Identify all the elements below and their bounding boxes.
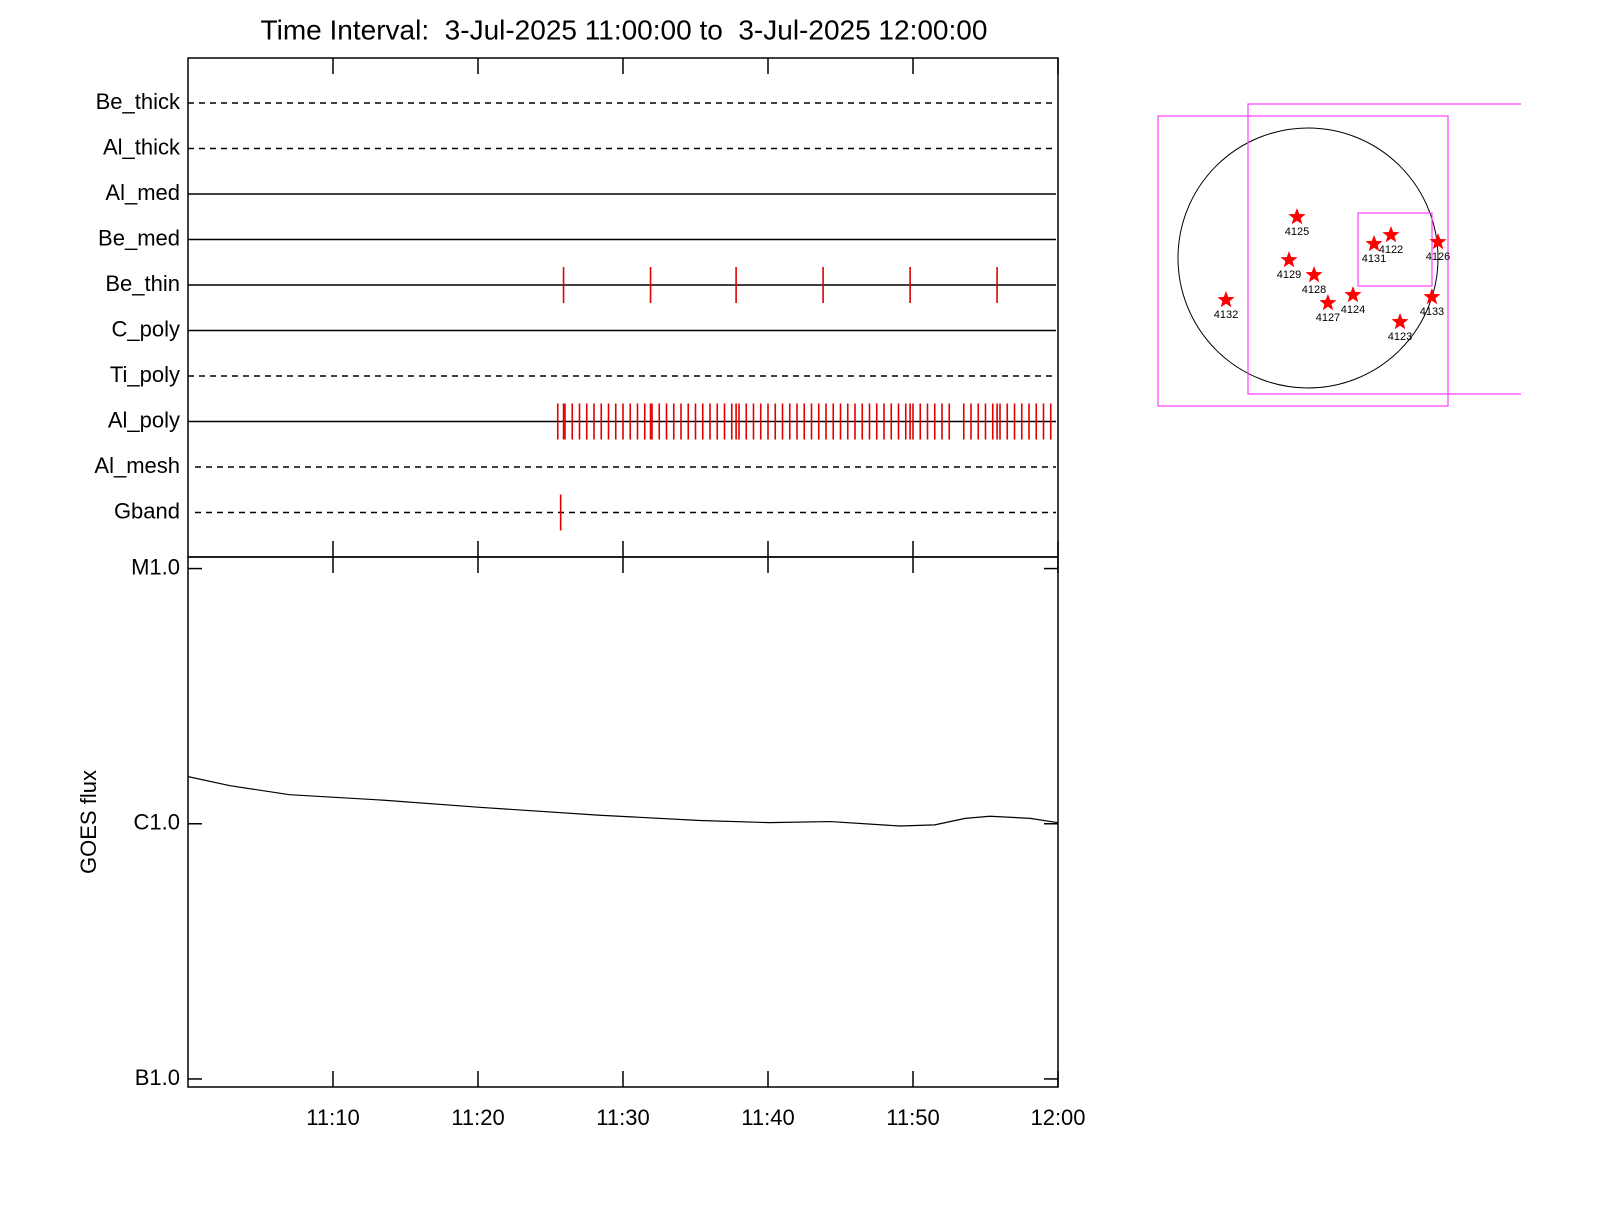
row-label: Al_thick bbox=[103, 134, 181, 159]
x-tick-label: 11:20 bbox=[451, 1105, 504, 1130]
x-tick-label: 11:30 bbox=[596, 1105, 649, 1130]
solar-disk bbox=[1177, 127, 1439, 389]
timeline-frame bbox=[187, 57, 1059, 558]
y-axis-label: GOES flux bbox=[76, 770, 101, 874]
x-tick-label: 12:00 bbox=[1030, 1105, 1085, 1130]
x-tick-label: 11:50 bbox=[886, 1105, 939, 1130]
row-label: Ti_poly bbox=[110, 362, 180, 387]
active-region bbox=[1391, 313, 1409, 330]
x-tick-label: 11:40 bbox=[741, 1105, 794, 1130]
region-label: 4122 bbox=[1379, 244, 1403, 256]
region-label: 4131 bbox=[1362, 253, 1386, 265]
fov-box bbox=[1247, 103, 1521, 395]
region-label: 4125 bbox=[1285, 226, 1309, 238]
active-region bbox=[1217, 291, 1235, 308]
row-label: Be_thin bbox=[105, 271, 180, 296]
active-region bbox=[1288, 208, 1306, 225]
fov-box bbox=[1357, 212, 1433, 287]
region-label: 4133 bbox=[1420, 306, 1444, 318]
active-region bbox=[1344, 286, 1362, 303]
active-region bbox=[1365, 235, 1383, 252]
region-label: 4128 bbox=[1302, 284, 1326, 296]
region-label: 4129 bbox=[1277, 269, 1301, 281]
y-tick-label: C1.0 bbox=[134, 810, 180, 835]
row-label: C_poly bbox=[112, 316, 180, 341]
active-region bbox=[1280, 251, 1298, 268]
row-label: Be_med bbox=[98, 225, 180, 250]
region-label: 4124 bbox=[1341, 304, 1365, 316]
figure-title: Time Interval: 3-Jul-2025 11:00:00 to 3-… bbox=[261, 14, 988, 45]
region-label: 4127 bbox=[1316, 312, 1340, 324]
y-tick-label: M1.0 bbox=[131, 554, 180, 579]
active-region bbox=[1429, 233, 1447, 250]
row-label: Gband bbox=[114, 498, 180, 523]
active-region bbox=[1382, 226, 1400, 243]
row-label: Al_poly bbox=[108, 407, 180, 432]
row-label: Be_thick bbox=[96, 89, 181, 114]
region-label: 4126 bbox=[1426, 251, 1450, 263]
y-tick-label: B1.0 bbox=[135, 1065, 180, 1090]
active-region bbox=[1305, 266, 1323, 283]
region-label: 4123 bbox=[1388, 331, 1412, 343]
active-region bbox=[1319, 294, 1337, 311]
fov-box bbox=[1157, 115, 1449, 407]
flux-frame bbox=[187, 556, 1059, 1088]
region-label: 4132 bbox=[1214, 309, 1238, 321]
row-label: Al_med bbox=[105, 180, 180, 205]
flux-line bbox=[187, 776, 1059, 827]
row-label: Al_mesh bbox=[94, 453, 180, 478]
x-tick-label: 11:10 bbox=[306, 1105, 359, 1130]
active-region bbox=[1423, 288, 1441, 305]
